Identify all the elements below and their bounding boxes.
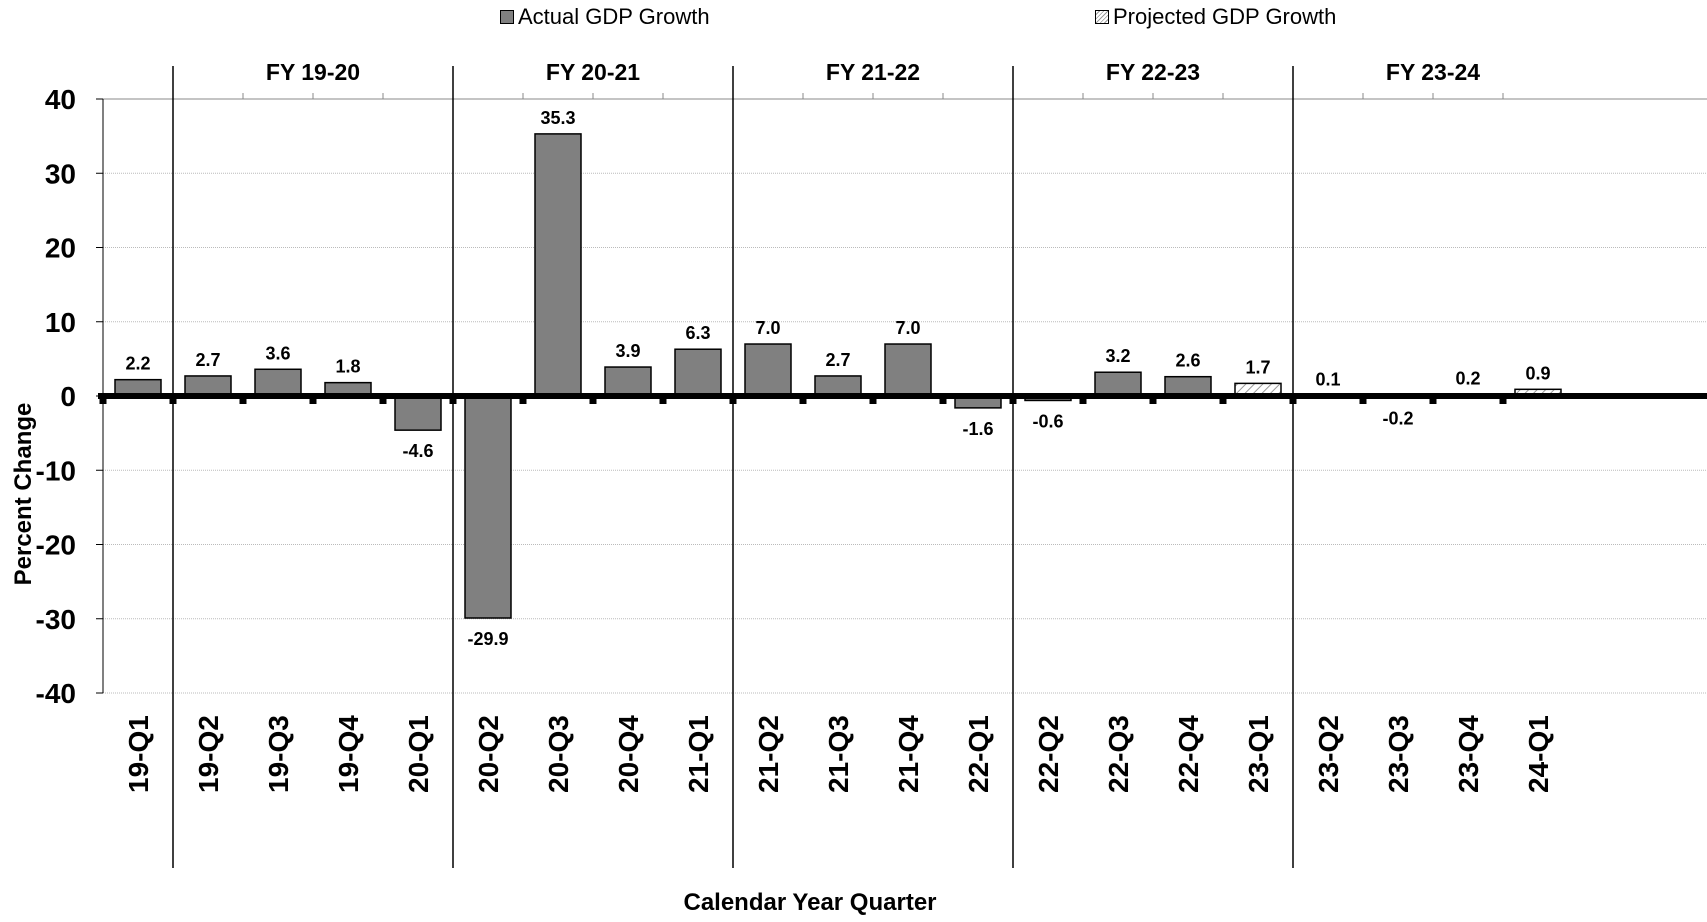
bar-actual	[744, 343, 792, 397]
bar-actual	[884, 343, 932, 397]
legend-projected: Projected GDP Growth	[1095, 4, 1336, 30]
fy-label: FY 20-21	[546, 59, 640, 85]
fy-label: FY 22-23	[1106, 59, 1200, 85]
y-tick-label: 40	[45, 84, 76, 115]
legend-projected-label: Projected GDP Growth	[1113, 4, 1337, 29]
x-tick-label: 23-Q2	[1313, 715, 1344, 793]
x-tick-label: 19-Q3	[263, 715, 294, 793]
x-tick-label: 21-Q3	[823, 715, 854, 793]
data-label: 3.2	[1105, 346, 1130, 366]
y-tick-label: 20	[45, 233, 76, 264]
bar-actual	[534, 133, 582, 397]
x-tick-label: 19-Q2	[193, 715, 224, 793]
fy-label: FY 19-20	[266, 59, 360, 85]
x-tick-label: 21-Q4	[893, 715, 924, 793]
data-label: -29.9	[467, 629, 508, 649]
y-axis-title: Percent Change	[10, 403, 37, 586]
x-tick-label: 23-Q3	[1383, 715, 1414, 793]
data-label: -0.6	[1032, 411, 1063, 431]
data-label: 0.9	[1525, 363, 1550, 383]
bar-actual	[184, 375, 232, 397]
bar-actual	[394, 395, 442, 431]
fy-label: FY 23-24	[1386, 59, 1480, 85]
x-axis-title: Calendar Year Quarter	[683, 889, 936, 916]
data-label: 7.0	[755, 318, 780, 338]
bar-actual	[814, 375, 862, 397]
bar-actual	[674, 348, 722, 397]
x-tick-label: 20-Q3	[543, 715, 574, 793]
data-label: 3.6	[265, 343, 290, 363]
data-label: 0.2	[1455, 369, 1480, 389]
data-label: 6.3	[685, 323, 710, 343]
y-tick-label: -30	[36, 604, 76, 635]
x-tick-label: 20-Q1	[403, 715, 434, 793]
y-tick-label: 0	[60, 381, 76, 412]
legend-actual-swatch	[500, 10, 514, 24]
x-tick-label: 22-Q1	[963, 715, 994, 793]
x-tick-label: 20-Q4	[613, 715, 644, 793]
x-tick-label: 21-Q2	[753, 715, 784, 793]
bar-actual	[1094, 371, 1142, 397]
y-tick-label: -40	[36, 678, 76, 709]
x-tick-label: 19-Q1	[123, 715, 154, 793]
data-label: -1.6	[962, 419, 993, 439]
x-tick-label: 21-Q1	[683, 715, 714, 793]
data-label: 2.6	[1175, 351, 1200, 371]
data-label: 2.7	[195, 350, 220, 370]
y-tick-label: 10	[45, 307, 76, 338]
bar-actual	[604, 366, 652, 397]
data-label: 1.8	[335, 357, 360, 377]
x-tick-label: 23-Q4	[1453, 715, 1484, 793]
legend-actual: Actual GDP Growth	[500, 4, 710, 30]
x-tick-label: 20-Q2	[473, 715, 504, 793]
data-label: 35.3	[540, 108, 575, 128]
data-label: 7.0	[895, 318, 920, 338]
data-label: 3.9	[615, 341, 640, 361]
data-label: 2.2	[125, 354, 150, 374]
x-tick-label: 22-Q3	[1103, 715, 1134, 793]
x-tick-label: 22-Q4	[1173, 715, 1204, 793]
data-label: 1.7	[1245, 357, 1270, 377]
y-tick-label: -20	[36, 530, 76, 561]
legend-projected-swatch	[1095, 10, 1109, 24]
y-tick-label: -10	[36, 455, 76, 486]
x-tick-label: 19-Q4	[333, 715, 364, 793]
data-label: 2.7	[825, 350, 850, 370]
data-label: 0.1	[1315, 369, 1340, 389]
bar-actual	[254, 368, 302, 397]
legend-actual-label: Actual GDP Growth	[518, 4, 710, 29]
x-tick-label: 24-Q1	[1523, 715, 1554, 793]
y-tick-label: 30	[45, 158, 76, 189]
bar-actual	[464, 395, 512, 619]
fy-label: FY 21-22	[826, 59, 920, 85]
data-label: -4.6	[402, 441, 433, 461]
x-tick-label: 23-Q1	[1243, 715, 1274, 793]
x-tick-label: 22-Q2	[1033, 715, 1064, 793]
data-label: -0.2	[1382, 408, 1413, 428]
